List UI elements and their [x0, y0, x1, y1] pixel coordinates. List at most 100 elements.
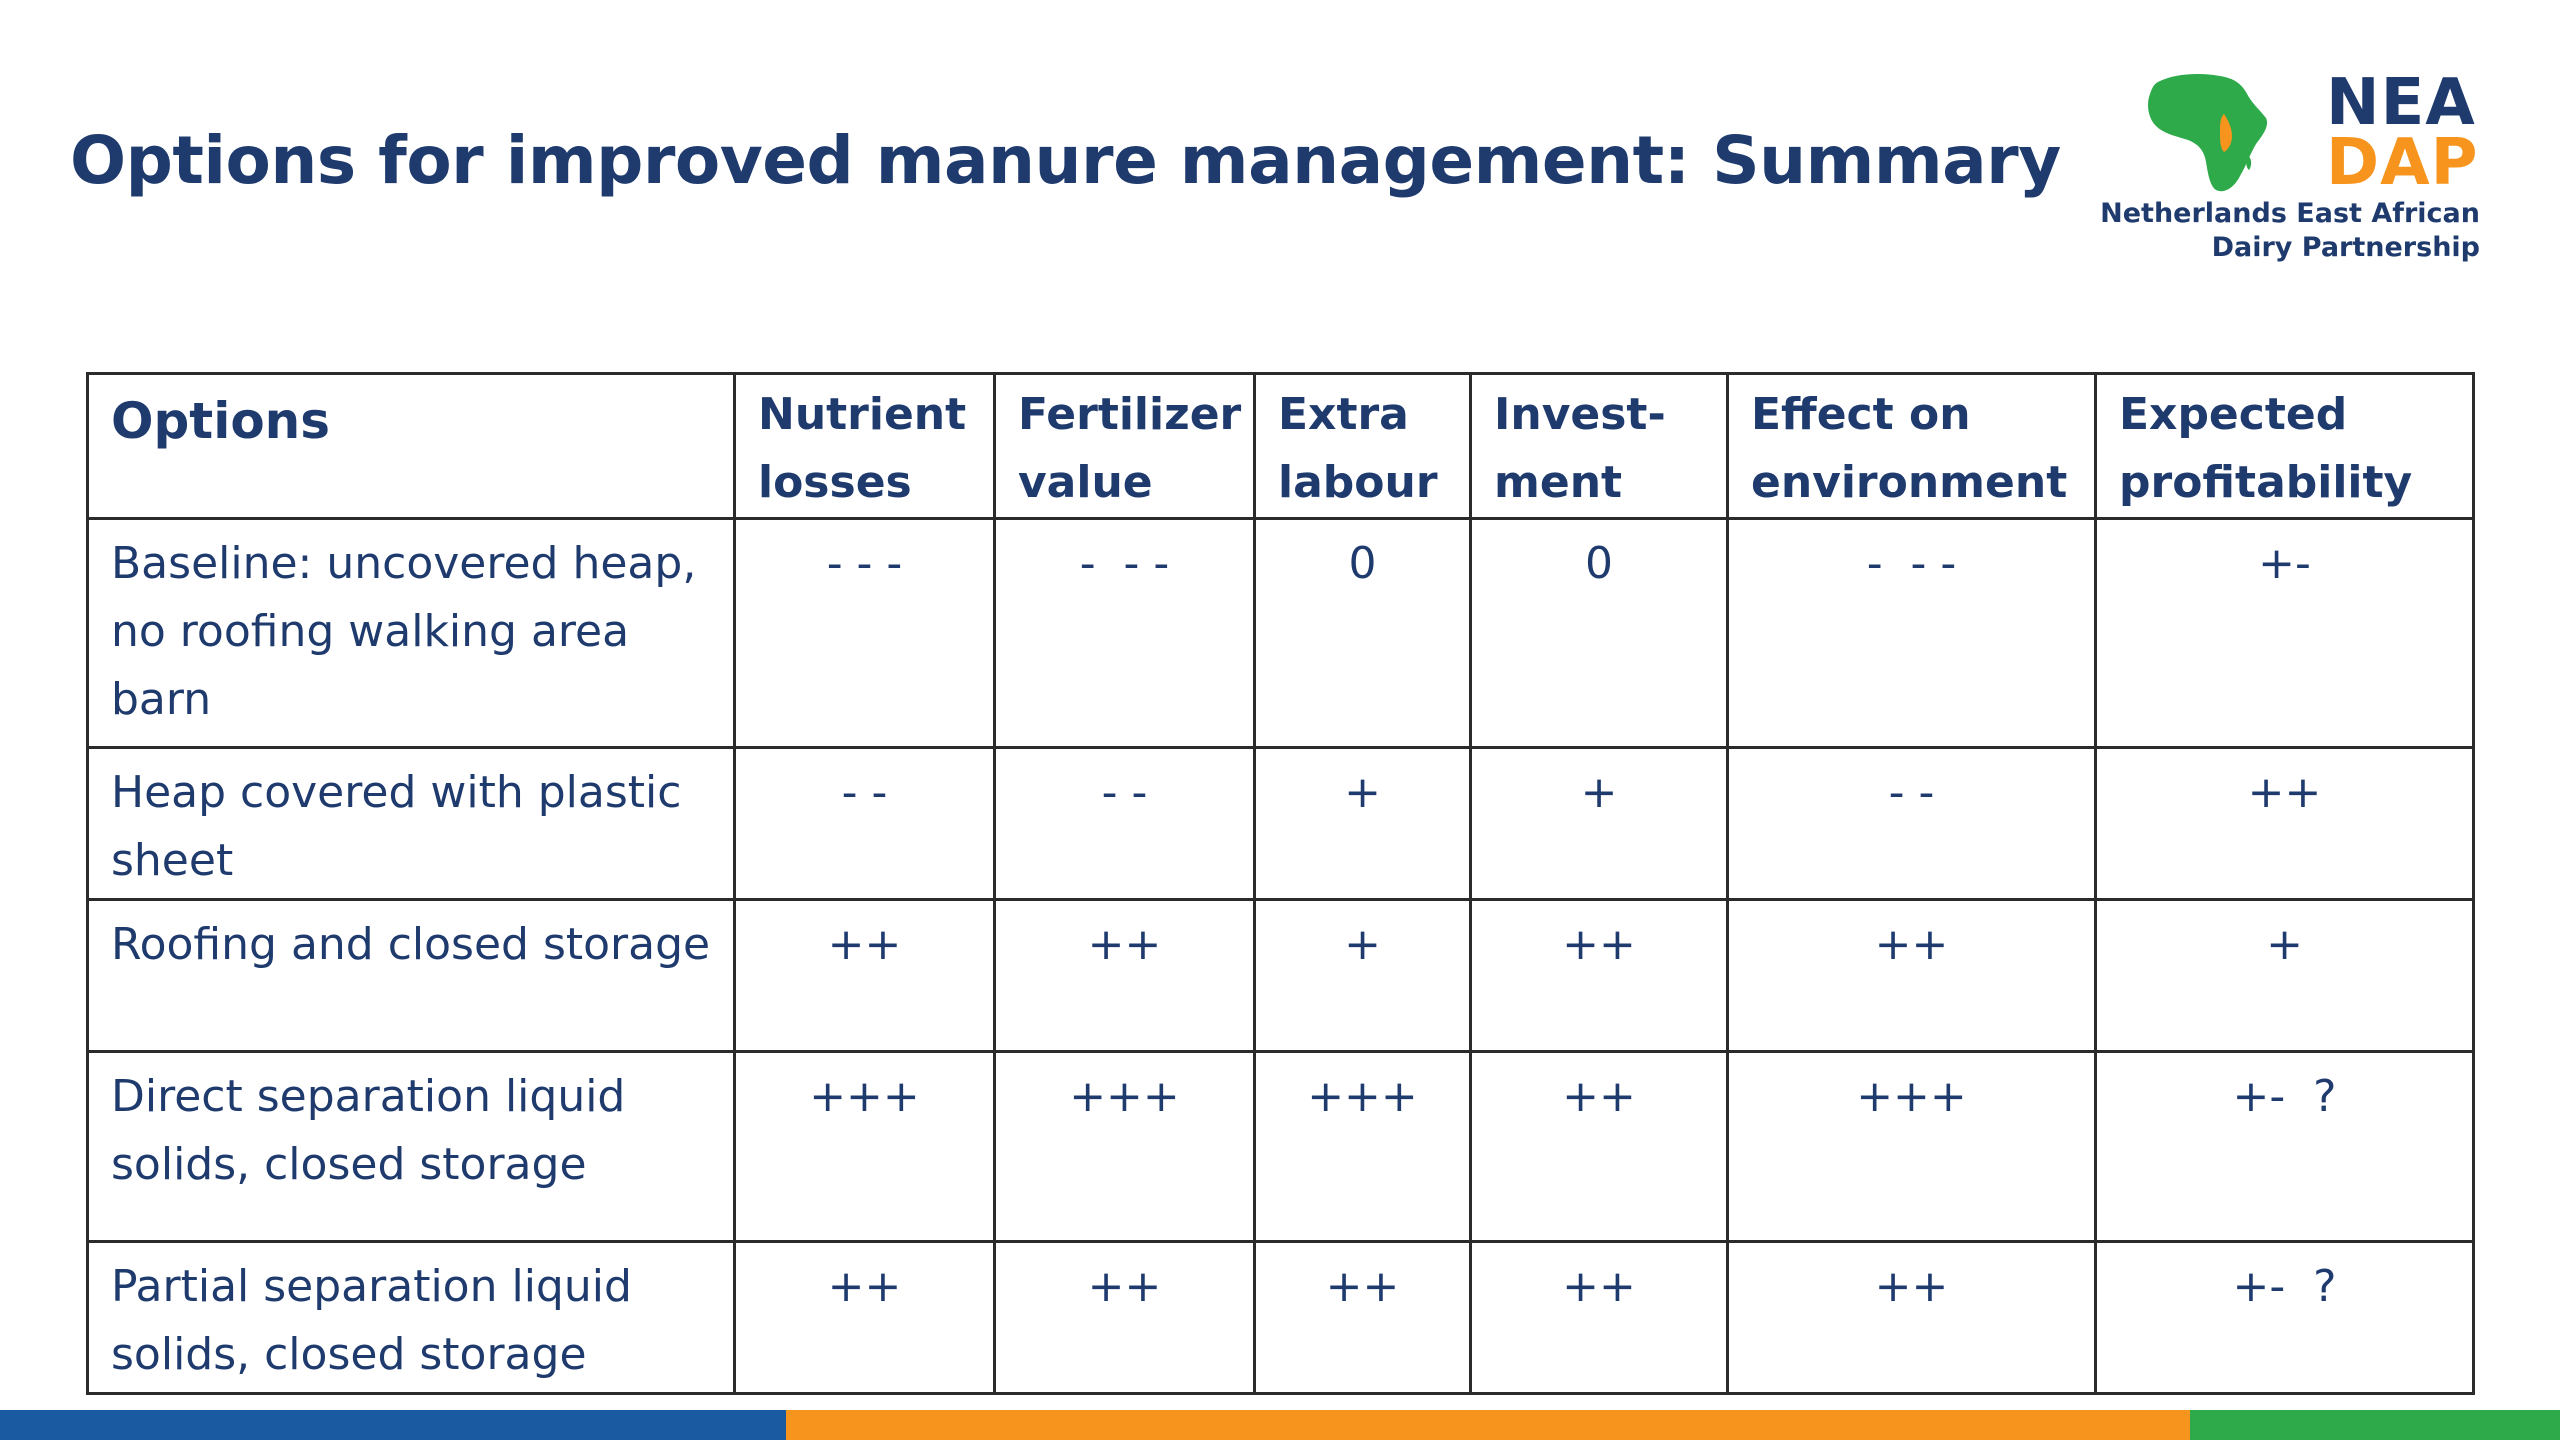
option-line: solids, closed storage — [111, 1139, 587, 1190]
option-line: sheet — [111, 835, 234, 886]
rating-value: ++ — [1087, 1261, 1162, 1312]
rating-value: ++ — [827, 1261, 902, 1312]
rating-value: - - - — [1079, 538, 1170, 589]
logo-word-dap: DAP — [2326, 126, 2479, 200]
column-header-line: labour — [1278, 457, 1438, 508]
option-line: Heap covered with plastic — [111, 767, 682, 818]
column-header-fertilizer-value: Fertilizer value — [993, 372, 1256, 520]
rating-value: ++ — [1562, 1071, 1636, 1122]
rating-value: +++ — [1069, 1071, 1180, 1122]
rating-cell-investment: 0 — [1469, 517, 1729, 749]
column-header-extra-labour: Extra labour — [1253, 372, 1472, 520]
rating-cell-extra-labour: 0 — [1253, 517, 1472, 749]
table-row: Direct separation liquid solids, closed s… — [86, 1050, 2475, 1243]
logo-subtitle-line1: Netherlands East African — [2100, 198, 2480, 229]
table-row: Partial separation liquid solids, closed … — [86, 1240, 2475, 1395]
option-cell: Direct separation liquid solids, closed s… — [86, 1050, 736, 1243]
option-line: Baseline: uncovered heap, — [111, 538, 697, 589]
table-row: Roofing and closed storage ++ ++ + ++ ++ + — [86, 898, 2475, 1053]
option-line: barn — [111, 674, 212, 725]
rating-cell-effect-on-environment: ++ — [1726, 1240, 2097, 1395]
column-header-nutrient-losses: Nutrient losses — [733, 372, 996, 520]
table-header-row: Options Nutrient losses Fertilizer value Extr… — [86, 372, 2475, 520]
column-header-investment: Invest-ment — [1469, 372, 1729, 520]
table-body: Baseline: uncovered heap, no roofing walk… — [86, 517, 2475, 1395]
rating-cell-investment: ++ — [1469, 1240, 1729, 1395]
column-header-line: losses — [758, 457, 912, 508]
option-cell: Baseline: uncovered heap, no roofing walk… — [86, 517, 736, 749]
logo-word-nea: NEA — [2326, 66, 2476, 140]
neadap-logo: NEA DAP Netherlands East African Dairy P… — [2100, 66, 2480, 270]
column-header-line: Effect on — [1751, 389, 1971, 440]
rating-value: - - — [841, 767, 888, 818]
option-cell: Heap covered with plastic sheet — [86, 746, 736, 901]
footer-bar-green — [2190, 1410, 2560, 1440]
rating-value: +- ? — [2232, 1261, 2337, 1312]
logo-subtitle-line2: Dairy Partnership — [2211, 232, 2480, 263]
rating-value: +- ? — [2232, 1071, 2337, 1122]
rating-value: + — [1344, 919, 1381, 970]
rating-cell-nutrient-losses: - - — [733, 746, 996, 901]
rating-cell-fertilizer-value: ++ — [993, 1240, 1256, 1395]
rating-value: ++ — [2247, 767, 2322, 818]
rating-cell-nutrient-losses: - - - — [733, 517, 996, 749]
rating-value: + — [1580, 767, 1618, 818]
option-cell: Roofing and closed storage — [86, 898, 736, 1053]
rating-cell-extra-labour: + — [1253, 746, 1472, 901]
rating-value: - - - — [826, 538, 903, 589]
africa-map-icon — [2148, 74, 2268, 192]
rating-value: - - — [1101, 767, 1148, 818]
summary-table: Options Nutrient losses Fertilizer value Extr… — [86, 372, 2475, 1395]
rating-value: 0 — [1585, 538, 1613, 589]
column-header-options: Options — [86, 372, 736, 520]
column-header-line: ment — [1494, 457, 1623, 508]
rating-cell-expected-profitability: + — [2094, 898, 2475, 1053]
rating-cell-extra-labour: ++ — [1253, 1240, 1472, 1395]
table-row: Heap covered with plastic sheet - -- - + + - … — [86, 746, 2475, 901]
rating-value: ++ — [1087, 919, 1162, 970]
rating-cell-effect-on-environment: - - - — [1726, 517, 2097, 749]
column-header-line: profitability — [2119, 457, 2413, 508]
rating-cell-investment: + — [1469, 746, 1729, 901]
rating-value: ++ — [1562, 1261, 1636, 1312]
option-cell: Partial separation liquid solids, closed … — [86, 1240, 736, 1395]
rating-value: ++ — [1874, 1261, 1949, 1312]
table-row: Baseline: uncovered heap, no roofing walk… — [86, 517, 2475, 749]
rating-cell-expected-profitability: +- — [2094, 517, 2475, 749]
rating-value: +++ — [809, 1071, 920, 1122]
rating-cell-investment: ++ — [1469, 898, 1729, 1053]
column-header-line: environment — [1751, 457, 2068, 508]
rating-value: +++ — [1856, 1071, 1967, 1122]
footer-bar-blue — [0, 1410, 786, 1440]
column-header-line: Fertilizer — [1018, 389, 1242, 440]
rating-cell-nutrient-losses: ++ — [733, 898, 996, 1053]
column-header-expected-profitability: Expected profitability — [2094, 372, 2475, 520]
column-header-line: value — [1018, 457, 1153, 508]
rating-cell-expected-profitability: ++ — [2094, 746, 2475, 901]
rating-cell-expected-profitability: +- ? — [2094, 1050, 2475, 1243]
rating-value: + — [1344, 767, 1381, 818]
option-line: solids, closed storage — [111, 1329, 587, 1380]
rating-cell-effect-on-environment: - - — [1726, 746, 2097, 901]
rating-cell-extra-labour: + — [1253, 898, 1472, 1053]
column-header-line: Extra — [1278, 389, 1409, 440]
footer-bar-orange — [786, 1410, 2190, 1440]
rating-cell-fertilizer-value: - - - — [993, 517, 1256, 749]
rating-cell-extra-labour: +++ — [1253, 1050, 1472, 1243]
rating-value: - - - — [1866, 538, 1957, 589]
rating-value: - - — [1888, 767, 1935, 818]
rating-cell-effect-on-environment: ++ — [1726, 898, 2097, 1053]
rating-cell-expected-profitability: +- ? — [2094, 1240, 2475, 1395]
rating-cell-nutrient-losses: ++ — [733, 1240, 996, 1395]
rating-value: +- — [2258, 538, 2311, 589]
rating-value: ++ — [1325, 1261, 1400, 1312]
rating-value: + — [2266, 919, 2303, 970]
rating-value: ++ — [1562, 919, 1636, 970]
rating-value: +++ — [1307, 1071, 1418, 1122]
column-header-effect-on-environment: Effect on environment — [1726, 372, 2097, 520]
option-line: Roofing and closed storage — [111, 919, 711, 970]
option-line: Partial separation liquid — [111, 1261, 632, 1312]
column-header-line: Expected — [2119, 389, 2348, 440]
option-line: no roofing walking area — [111, 606, 630, 657]
column-header-line: Nutrient — [758, 389, 967, 440]
